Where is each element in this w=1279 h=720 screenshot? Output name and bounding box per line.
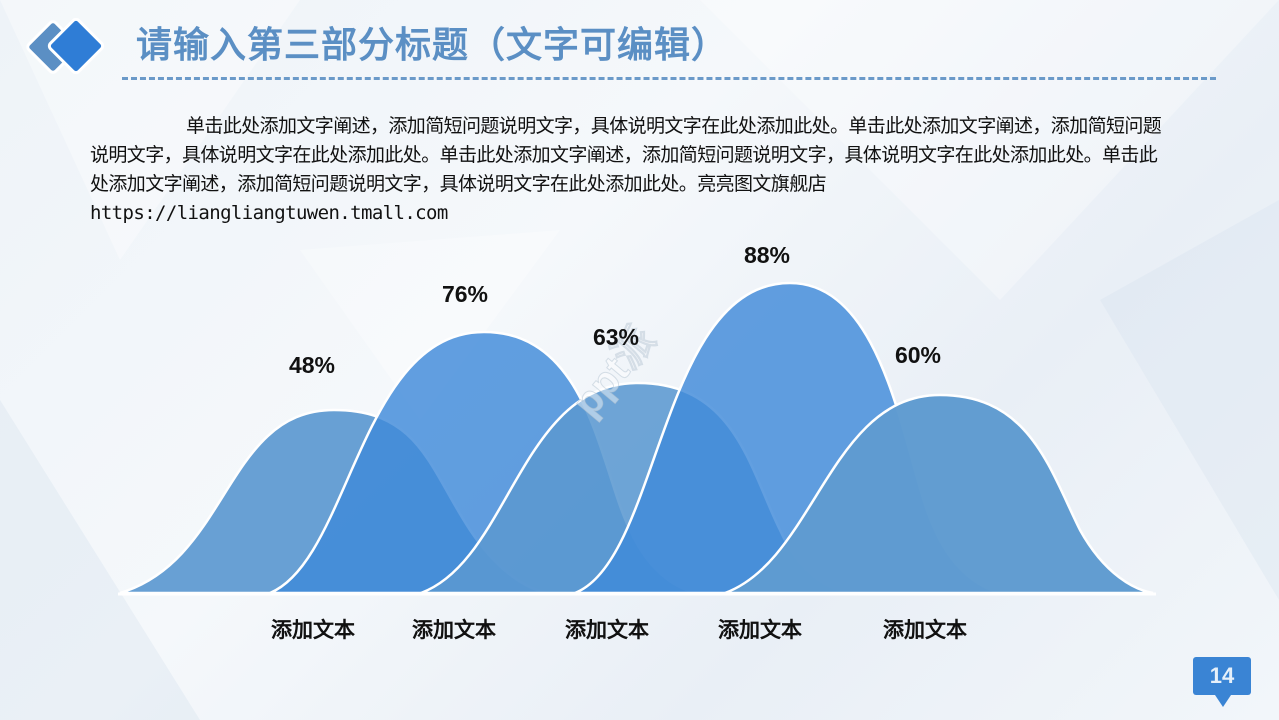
category-label-3: 添加文本 [565,618,649,642]
category-label-1: 添加文本 [271,618,355,642]
hill-5 [724,393,1154,595]
category-label-2: 添加文本 [412,618,496,642]
title-divider [122,77,1216,80]
category-label-5: 添加文本 [883,618,967,642]
value-label-1: 48% [288,352,336,378]
value-label-4: 88% [743,242,791,268]
page-number-badge: 14 [1193,657,1251,707]
value-label-3: 63% [592,324,640,350]
page-title: 请输入第三部分标题（文字可编辑） [136,25,729,66]
value-label-2: 76% [441,281,489,307]
description-text: 单击此处添加文字阐述，添加简短问题说明文字，具体说明文字在此处添加此处。单击此处… [90,115,1162,224]
value-label-5: 60% [894,342,942,368]
category-label-4: 添加文本 [718,618,802,642]
double-diamond-icon [26,17,105,75]
